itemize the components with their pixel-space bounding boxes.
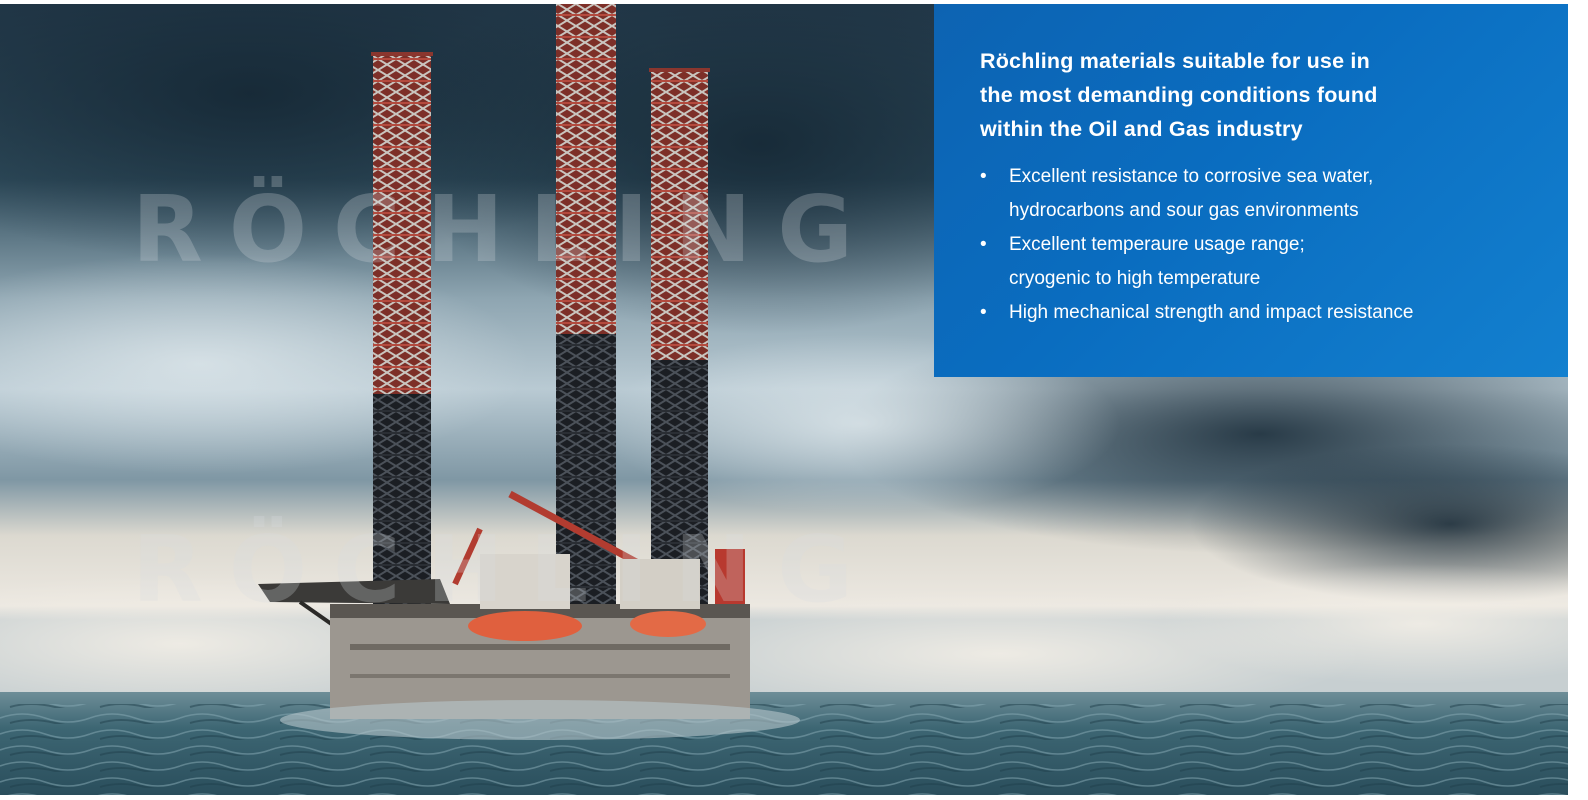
benefit-text-line: Excellent resistance to corrosive sea wa… [1009, 166, 1374, 187]
benefit-item: • Excellent resistance to corrosive sea … [980, 160, 1528, 228]
panel-heading-line: within the Oil and Gas industry [980, 117, 1303, 141]
info-panel: Röchling materials suitable for use in t… [934, 4, 1568, 377]
benefit-text-line: cryogenic to high temperature [1009, 268, 1261, 289]
bullet-icon: • [980, 166, 987, 187]
benefit-text-line: hydrocarbons and sour gas environments [1009, 200, 1359, 221]
panel-heading-line: the most demanding conditions found [980, 83, 1378, 107]
benefit-text-line: Excellent temperaure usage range; [1009, 234, 1305, 255]
panel-heading: Röchling materials suitable for use in t… [980, 44, 1528, 146]
benefit-item: • High mechanical strength and impact re… [980, 296, 1528, 330]
rig-leg-center [556, 4, 616, 704]
benefit-text-line: High mechanical strength and impact resi… [1009, 302, 1414, 323]
benefit-item: • Excellent temperaure usage range; cryo… [980, 228, 1528, 296]
bullet-icon: • [980, 234, 987, 255]
panel-heading-line: Röchling materials suitable for use in [980, 49, 1370, 73]
bullet-icon: • [980, 302, 987, 323]
benefits-list: • Excellent resistance to corrosive sea … [980, 160, 1528, 330]
